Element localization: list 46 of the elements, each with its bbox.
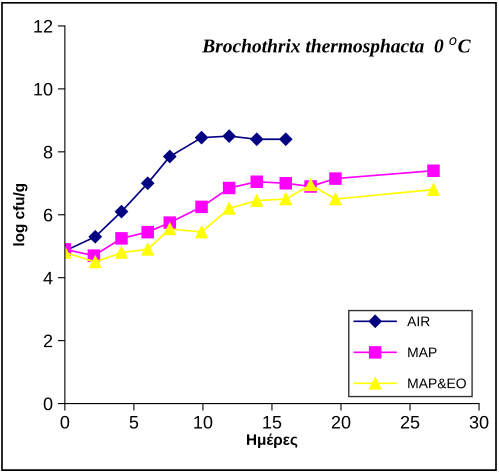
point (279, 132, 292, 146)
text: Brochothrix thermosphacta 0 $^{o}$C (202, 37, 471, 56)
point (164, 222, 176, 236)
y-tick-label: 12 (34, 20, 52, 32)
point (222, 130, 236, 143)
x-tick-label: 25 (400, 416, 420, 429)
point (115, 246, 128, 259)
point (250, 132, 264, 146)
legend-label: MAP&EO (408, 378, 466, 388)
y-axis-title: log cfu/g (13, 184, 28, 246)
x-tick-label: 0 (60, 416, 70, 429)
point (141, 226, 154, 238)
point (222, 202, 236, 215)
y-tick-label: 2 (44, 334, 52, 348)
point (114, 205, 128, 218)
point (141, 176, 154, 190)
x-tick-label: 5 (130, 416, 138, 429)
point (195, 226, 208, 238)
legend-label: MAP (408, 348, 436, 358)
y-tick-label: 4 (43, 272, 53, 284)
point (88, 256, 102, 268)
y-tick-label: 10 (34, 82, 52, 96)
y-tick-label: 8 (44, 146, 52, 159)
point (250, 175, 264, 188)
legend-label: AIR (407, 316, 430, 326)
point (88, 230, 102, 244)
y-tick-label: 0 (44, 397, 52, 410)
point (115, 232, 128, 245)
point (280, 192, 292, 206)
point (222, 182, 236, 194)
point (329, 172, 342, 185)
point (195, 200, 208, 214)
point (141, 243, 154, 256)
point (329, 192, 342, 206)
point (163, 150, 176, 164)
y-tick-label: 6 (44, 208, 52, 222)
point (427, 164, 440, 177)
x-tick-label: 10 (194, 416, 212, 429)
point (250, 194, 264, 207)
x-tick-label: 30 (470, 416, 488, 429)
point (194, 131, 208, 144)
point (280, 177, 292, 190)
x-axis-title: Ημέρες (247, 434, 298, 448)
x-tick-label: 15 (263, 416, 282, 429)
point (427, 183, 440, 196)
x-tick-label: 20 (332, 416, 350, 429)
